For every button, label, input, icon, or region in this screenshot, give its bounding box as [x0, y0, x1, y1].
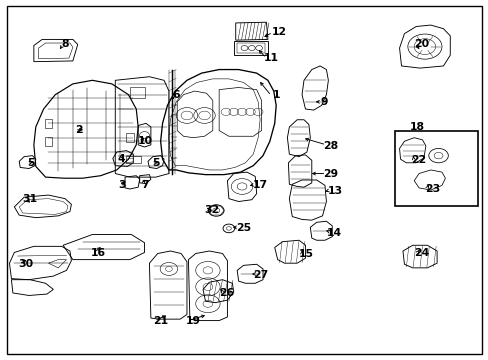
Text: 11: 11	[264, 53, 279, 63]
Text: 3: 3	[119, 180, 126, 190]
Text: 7: 7	[141, 180, 148, 190]
Text: 15: 15	[299, 249, 313, 259]
Bar	[394, 131, 477, 206]
Text: 5: 5	[27, 158, 35, 168]
Text: 32: 32	[204, 205, 219, 215]
Text: 17: 17	[253, 180, 268, 190]
Text: 14: 14	[326, 228, 341, 238]
Text: 26: 26	[219, 288, 234, 298]
Text: 20: 20	[413, 40, 428, 49]
Text: 21: 21	[153, 316, 167, 326]
Text: 22: 22	[410, 155, 426, 165]
Text: 30: 30	[18, 259, 33, 269]
Text: 19: 19	[185, 316, 201, 326]
Text: 23: 23	[424, 184, 439, 194]
Text: 25: 25	[235, 223, 250, 233]
Text: 2: 2	[75, 125, 82, 135]
Text: 27: 27	[253, 270, 268, 280]
Text: 13: 13	[327, 186, 342, 196]
Text: 24: 24	[413, 248, 428, 258]
Text: 18: 18	[409, 122, 425, 132]
Text: 10: 10	[138, 136, 153, 146]
Text: 6: 6	[172, 90, 180, 100]
Text: 28: 28	[323, 140, 338, 150]
Text: 4: 4	[118, 154, 125, 164]
Text: 9: 9	[320, 97, 327, 107]
Text: 12: 12	[271, 27, 286, 37]
Text: 31: 31	[22, 194, 37, 204]
Text: 5: 5	[152, 158, 159, 168]
Text: 29: 29	[323, 169, 338, 179]
Text: 16: 16	[91, 248, 106, 258]
Text: 8: 8	[61, 39, 69, 49]
Text: 1: 1	[272, 90, 280, 100]
